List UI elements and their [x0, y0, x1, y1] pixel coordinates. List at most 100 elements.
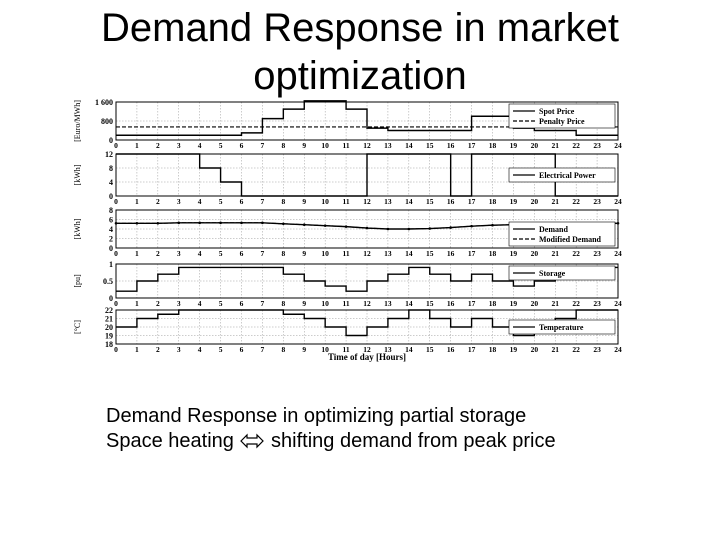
x-tick-label: 3 [177, 345, 181, 354]
x-tick-label: 4 [198, 249, 202, 258]
x-tick-label: 15 [426, 249, 434, 258]
x-tick-label: 9 [302, 141, 306, 150]
x-tick-label: 22 [572, 141, 580, 150]
x-tick-label: 0 [114, 141, 118, 150]
x-tick-label: 23 [593, 141, 601, 150]
x-tick-label: 16 [447, 345, 455, 354]
x-tick-label: 18 [489, 197, 497, 206]
data-point [491, 223, 494, 227]
x-tick-label: 18 [489, 345, 497, 354]
x-tick-label: 18 [489, 249, 497, 258]
legend-box [508, 265, 616, 281]
x-tick-label: 13 [384, 249, 392, 258]
x-tick-label: 14 [405, 299, 413, 308]
y-tick-label: 0 [109, 192, 113, 201]
x-tick-label: 7 [261, 249, 265, 258]
x-tick-label: 0 [114, 299, 118, 308]
legend-box [508, 167, 616, 183]
caption-line-2-left: Space heating [106, 430, 234, 452]
x-tick-label: 19 [510, 345, 518, 354]
x-tick-label: 12 [363, 299, 371, 308]
multi-panel-chart: 0 800 1 600 [Euro/MWh] 0 1 2 3 4 5 6 7 8 9 10 11 12 13 14 1… [70, 98, 630, 364]
x-tick-label: 20 [531, 141, 539, 150]
x-tick-label: 20 [531, 249, 539, 258]
y-axis-label: [kWh] [73, 164, 82, 185]
x-tick-label: 21 [552, 197, 560, 206]
legend-box [508, 103, 616, 129]
legend-label: Demand [539, 225, 568, 234]
x-tick-label: 7 [261, 299, 265, 308]
x-tick-label: 17 [468, 141, 476, 150]
y-tick-label: 1 600 [95, 98, 113, 107]
x-tick-label: 10 [321, 299, 329, 308]
y-tick-label: 22 [105, 306, 113, 315]
x-tick-label: 7 [261, 141, 265, 150]
x-tick-label: 18 [489, 299, 497, 308]
y-tick-label: 8 [109, 206, 113, 215]
x-tick-label: 8 [281, 299, 285, 308]
legend-label: Temperature [539, 323, 584, 332]
x-tick-label: 6 [240, 345, 244, 354]
y-tick-label: 8 [109, 164, 113, 173]
x-tick-label: 9 [302, 249, 306, 258]
x-tick-label: 19 [510, 249, 518, 258]
series-line [116, 309, 618, 337]
x-tick-label: 2 [156, 249, 160, 258]
x-tick-label: 19 [510, 141, 518, 150]
series-line [116, 266, 618, 292]
x-tick-label: 11 [343, 299, 350, 308]
legend-box [508, 221, 616, 247]
legend-label: Modified Demand [539, 235, 602, 244]
x-tick-label: 1 [135, 249, 139, 258]
y-tick-label: 1 [109, 260, 113, 269]
x-tick-label: 8 [281, 141, 285, 150]
x-tick-label: 3 [177, 249, 181, 258]
y-tick-label: 0 [109, 244, 113, 253]
x-tick-label: 2 [156, 345, 160, 354]
y-tick-label: 0 [109, 294, 113, 303]
x-tick-label: 24 [614, 299, 622, 308]
y-tick-label: 4 [109, 225, 113, 234]
x-tick-label: 4 [198, 141, 202, 150]
x-tick-label: 7 [261, 197, 265, 206]
data-point [282, 222, 285, 226]
data-point [156, 222, 160, 225]
x-tick-label: 13 [384, 141, 392, 150]
x-tick-label: 6 [240, 197, 244, 206]
x-tick-label: 19 [510, 299, 518, 308]
x-tick-label: 24 [614, 249, 622, 258]
x-tick-label: 12 [363, 345, 371, 354]
panel-frame [115, 263, 619, 299]
x-tick-label: 5 [219, 299, 223, 308]
x-tick-label: 0 [114, 197, 118, 206]
x-tick-label: 2 [156, 197, 160, 206]
x-tick-label: 11 [343, 197, 350, 206]
x-tick-label: 24 [614, 345, 622, 354]
x-tick-label: 5 [219, 345, 223, 354]
x-tick-label: 14 [405, 249, 413, 258]
x-tick-label: 5 [219, 249, 223, 258]
x-tick-label: 2 [156, 299, 160, 308]
x-tick-label: 13 [384, 345, 392, 354]
y-tick-label: 0 [109, 136, 113, 145]
y-axis-label: [kWh] [73, 218, 82, 239]
x-tick-label: 17 [468, 197, 476, 206]
x-tick-label: 15 [426, 299, 434, 308]
x-tick-label: 5 [219, 141, 223, 150]
x-tick-label: 6 [240, 249, 244, 258]
y-tick-label: 19 [105, 332, 113, 341]
x-tick-label: 9 [302, 345, 306, 354]
x-tick-label: 4 [198, 299, 202, 308]
x-axis-label: Time of day [Hours] [328, 352, 406, 362]
x-tick-label: 11 [343, 249, 350, 258]
legend-label: Spot Price [539, 107, 575, 116]
y-axis-label: [Euro/MWh] [73, 100, 82, 142]
x-tick-label: 1 [135, 299, 139, 308]
x-tick-label: 14 [405, 141, 413, 150]
slide-title-line-1: Demand Response in market [100, 6, 620, 50]
x-tick-label: 2 [156, 141, 160, 150]
y-axis-label: [pu] [73, 274, 82, 288]
x-tick-label: 17 [468, 299, 476, 308]
x-tick-label: 21 [552, 249, 560, 258]
x-tick-label: 22 [572, 197, 580, 206]
